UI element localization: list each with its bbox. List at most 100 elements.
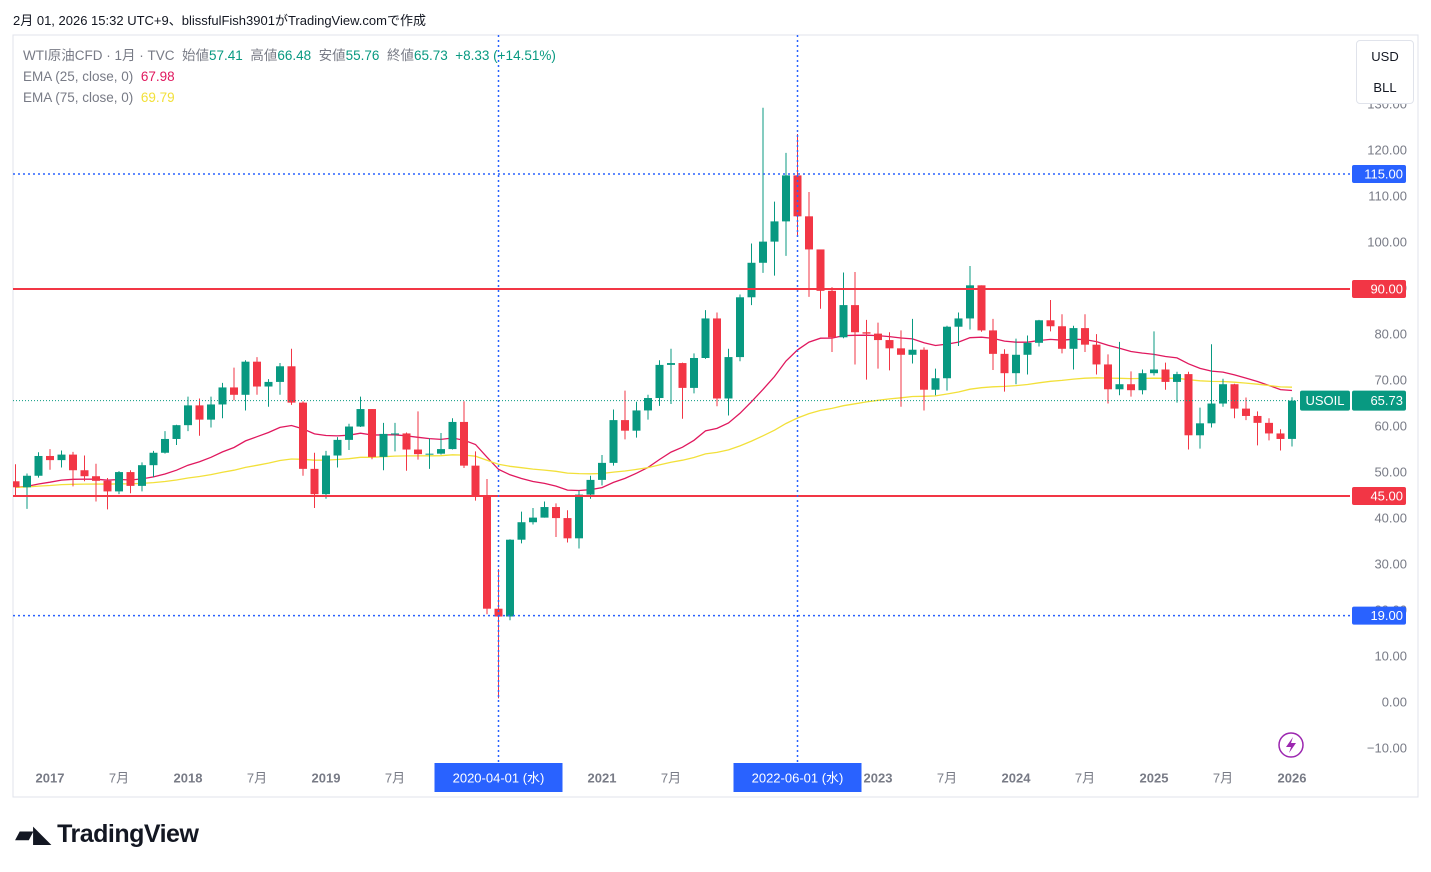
candle-body <box>908 349 917 355</box>
candle-body <box>1184 374 1193 436</box>
candle-body <box>1127 384 1135 391</box>
candle-body <box>218 387 227 405</box>
candle-body <box>1012 354 1020 374</box>
currency[interactable]: USD <box>1371 49 1399 64</box>
logo-text: TradingView <box>57 820 199 848</box>
candle-body <box>264 381 273 387</box>
candle-body <box>138 465 146 486</box>
candle-body <box>747 262 756 298</box>
last-price-label: 65.73 <box>1370 393 1403 408</box>
candle-body <box>989 330 997 354</box>
candle-body <box>1196 423 1204 436</box>
candle-body <box>851 305 859 333</box>
candle-body <box>540 507 549 518</box>
y-tick-label: 100.00 <box>1367 234 1407 249</box>
candle-body <box>1058 326 1066 349</box>
candle-body <box>770 221 779 242</box>
x-tick-label: 2021 <box>588 770 617 785</box>
candle-body <box>161 438 169 453</box>
x-tick-label: 7月 <box>247 770 267 785</box>
candle-body <box>701 318 710 358</box>
candle-body <box>1265 422 1273 434</box>
change: +8.33 (+14.51%) <box>455 48 556 63</box>
x-tick-label: 7月 <box>1075 770 1095 785</box>
candle-body <box>368 409 376 457</box>
ohlc-value: 57.41 <box>209 48 243 63</box>
candle-body <box>80 470 89 477</box>
candle-body <box>149 452 158 466</box>
logo-icon: ▰◣ <box>15 821 58 848</box>
x-tick-label: 7月 <box>937 770 957 785</box>
chart: −10.000.0010.0020.0030.0040.0050.0060.00… <box>12 34 1419 798</box>
candle-body <box>954 318 963 327</box>
price-label-bg <box>1352 487 1406 505</box>
x-tick-label: 7月 <box>1213 770 1233 785</box>
y-tick-label: 30.00 <box>1374 556 1407 571</box>
candle-body <box>1035 320 1043 343</box>
candle-body <box>552 507 560 519</box>
candle-body <box>184 405 192 426</box>
candle-body <box>828 290 836 338</box>
ema-line <box>15 377 1293 488</box>
legend: WTI原油CFD · 1月 · TVC 始値57.41 高値66.48 安値55… <box>23 45 556 108</box>
header: 2月 01, 2026 15:32 UTC+9、blissfulFish3901… <box>13 13 426 28</box>
indicator-value: 67.98 <box>140 69 175 84</box>
chart-frame <box>12 34 1419 798</box>
y-tick-label: −10.00 <box>1367 740 1407 755</box>
candle-body <box>460 421 468 466</box>
candle-body <box>977 285 986 331</box>
candle-body <box>1069 328 1078 349</box>
ohlc-label: 始値 <box>182 48 210 63</box>
candle-body <box>678 363 687 388</box>
logo: ▰◣ TradingView <box>15 820 199 849</box>
candle-body <box>874 333 882 341</box>
candle-body <box>230 387 238 395</box>
unit-box[interactable]: USD BLL <box>1356 40 1414 104</box>
ohlc-value: 65.73 <box>413 48 448 63</box>
candle-body <box>690 358 698 388</box>
date-label: 2020-04-01 (水) <box>453 770 545 785</box>
date-label-bg <box>733 763 862 792</box>
candle-body <box>310 468 319 495</box>
candle-body <box>621 420 629 431</box>
candle-body <box>644 398 652 411</box>
x-tick-label: 7月 <box>109 770 129 785</box>
candle-body <box>92 476 100 481</box>
candle-body <box>356 409 365 427</box>
candle-body <box>46 455 54 461</box>
unit[interactable]: BLL <box>1373 80 1397 95</box>
candle-body <box>322 455 330 495</box>
candle-body <box>759 241 767 263</box>
ohlc-value: 55.76 <box>345 48 380 63</box>
candle-body <box>1023 342 1032 355</box>
candle-body <box>115 472 123 492</box>
indicator-label: EMA (75, close, 0) <box>23 90 134 105</box>
candle-body <box>966 285 974 319</box>
candle-body <box>931 378 940 390</box>
candle-body <box>1092 344 1101 365</box>
y-tick-label: 60.00 <box>1374 418 1407 433</box>
ohlc-label: 終値 <box>386 48 414 63</box>
candle-body <box>713 318 721 399</box>
x-tick-label: 2023 <box>864 770 893 785</box>
y-tick-label: 50.00 <box>1374 464 1407 479</box>
icon <box>1278 732 1304 758</box>
candle-body <box>299 402 307 469</box>
candle-body <box>736 297 744 358</box>
price-label-bg <box>1352 606 1406 625</box>
candle-body <box>943 326 951 379</box>
y-tick-label: 70.00 <box>1374 372 1407 387</box>
x-tick-label: 7月 <box>661 770 681 785</box>
candle-body <box>425 453 434 455</box>
plot <box>13 107 1296 699</box>
candle-body <box>805 216 813 250</box>
candle-body <box>632 410 641 431</box>
price-label-bg <box>1352 165 1406 183</box>
ticker-bg <box>1300 390 1350 411</box>
y-tick-label: 0.00 <box>1382 694 1407 709</box>
ticker-label: USOIL <box>1305 393 1344 408</box>
candle-body <box>402 433 411 450</box>
candle-body <box>1230 384 1239 409</box>
candle-body <box>391 433 399 435</box>
